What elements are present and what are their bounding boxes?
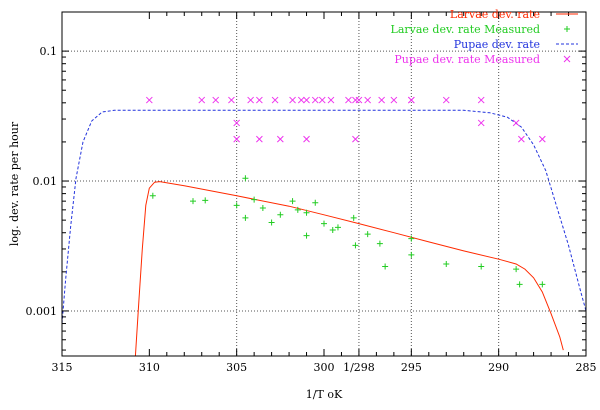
y-tick-label: 0.1 <box>40 45 58 58</box>
larvae-dev-rate-measured-point <box>329 226 336 233</box>
x-tick-label: 310 <box>139 361 160 374</box>
pupae-dev-rate-measured-point <box>442 96 450 104</box>
pupae-dev-rate-measured-point <box>228 96 235 104</box>
pupae-dev-rate-measured-point <box>198 96 206 104</box>
larvae-dev-rate-measured-point <box>303 209 310 216</box>
pupae-dev-rate-measured-point <box>256 96 263 104</box>
larvae-dev-rate-measured-point <box>352 242 359 249</box>
pupae-dev-rate-measured-point <box>327 96 335 104</box>
pupae-dev-rate-measured-point <box>311 96 319 104</box>
pupae-dev-rate-measured-point <box>303 96 310 104</box>
pupae-dev-rate-measured-point <box>276 135 284 143</box>
legend-label-pupae-dev-rate: Pupae dev. rate <box>454 38 540 51</box>
larvae-dev-rate-measured-point <box>376 240 383 247</box>
pupae-dev-rate-measured-point <box>247 96 254 104</box>
pupae-dev-rate-measured-point <box>212 96 220 104</box>
pupae-dev-rate-line <box>61 109 587 324</box>
larvae-dev-rate-measured-point <box>242 175 249 182</box>
pupae-dev-rate-measured-point <box>512 119 520 127</box>
larvae-dev-rate-measured-point <box>233 202 240 209</box>
larvae-dev-rate-measured-point <box>382 263 389 270</box>
pupae-dev-rate-measured-point <box>318 96 326 104</box>
grid-layer <box>62 12 586 356</box>
pupae-dev-rate-measured-point <box>518 135 525 143</box>
larvae-dev-rate-measured-point <box>478 263 485 270</box>
pupae-dev-rate-measured-point <box>256 135 263 143</box>
pupae-dev-rate-measured-point <box>233 135 241 143</box>
pupae-dev-rate-measured-point <box>477 96 485 104</box>
x-tick-label: 1/298 <box>343 361 375 374</box>
larvae-dev-rate-measured-point <box>408 251 415 258</box>
pupae-dev-rate-measured-point <box>364 96 372 104</box>
larvae-dev-rate-measured-point <box>513 266 520 273</box>
y-tick-label: 0.01 <box>33 175 58 188</box>
larvae-dev-rate-measured-point <box>443 260 450 267</box>
legend-swatch-pupae-dev-rate-measured <box>563 55 571 63</box>
y-axis-ticks: 0.1 0.01 0.001 <box>26 11 586 351</box>
larvae-dev-rate-measured-point <box>190 198 196 205</box>
legend-label-larvae-dev-rate: Larvae dev. rate <box>450 8 540 21</box>
x-tick-label: 290 <box>488 361 509 374</box>
pupae-dev-rate-measured-point <box>378 96 385 104</box>
pupae-dev-rate-measured-point <box>303 135 310 143</box>
plot-layer <box>61 96 587 357</box>
pupae-dev-rate-measured-point <box>352 135 359 143</box>
pupae-dev-rate-measured-point <box>145 96 153 104</box>
pupae-dev-rate-measured-point <box>390 96 398 104</box>
larvae-dev-rate-measured-point <box>251 196 258 203</box>
larvae-dev-rate-measured-point <box>149 192 156 199</box>
legend-label-larvae-dev-rate-measured: Larvae dev. rate Measured <box>391 23 540 36</box>
legend: Larvae dev. rate Larvae dev. rate Measure… <box>391 8 578 66</box>
larvae-dev-rate-measured-point <box>289 198 296 205</box>
larvae-dev-rate-measured-point <box>277 211 284 218</box>
larvae-dev-rate-measured-point <box>259 205 266 211</box>
x-axis-title: 1/T oK <box>306 388 343 401</box>
pupae-dev-rate-measured-point <box>355 96 363 104</box>
x-tick-label: 285 <box>576 361 597 374</box>
pupae-dev-rate-measured-point <box>297 96 305 104</box>
larvae-dev-rate-measured-point <box>202 197 209 204</box>
larvae-dev-rate-measured-point <box>312 199 319 206</box>
pupae-dev-rate-measured-point <box>233 119 241 127</box>
pupae-dev-rate-measured-point <box>538 135 546 143</box>
larvae-dev-rate-measured-point <box>334 224 341 231</box>
larvae-dev-rate-measured-point <box>539 281 546 288</box>
larvae-dev-rate-line <box>134 181 564 357</box>
y-tick-label: 0.001 <box>26 305 58 318</box>
axes-layer: 315 310 305 300 1/298 295 290 285 0.10.010.001 … <box>8 11 597 401</box>
x-tick-label: 315 <box>52 361 73 374</box>
larvae-dev-rate-measured-point <box>268 219 275 226</box>
larvae-dev-rate-measured-point <box>321 220 327 227</box>
pupae-dev-rate-measured-point <box>271 96 279 104</box>
larvae-dev-rate-measured-point <box>294 206 301 213</box>
pupae-dev-rate-measured-point <box>477 119 485 127</box>
legend-label-pupae-dev-rate-measured: Pupae dev. rate Measured <box>394 53 540 66</box>
x-tick-label: 295 <box>401 361 422 374</box>
larvae-dev-rate-measured-point <box>408 235 415 242</box>
legend-swatch-larvae-dev-rate-measured <box>564 26 570 32</box>
x-tick-label: 305 <box>226 361 247 374</box>
y-axis-title: log. dev. rate per hour <box>8 121 21 246</box>
larvae-dev-rate-measured-point <box>242 214 249 221</box>
larvae-dev-rate-measured-point <box>350 214 357 221</box>
x-axis-ticks: 315 310 305 300 1/298 295 290 285 <box>52 12 597 374</box>
pupae-dev-rate-measured-point <box>289 96 296 104</box>
larvae-dev-rate-measured-point <box>516 281 523 288</box>
larvae-dev-rate-measured-point <box>364 231 371 238</box>
larvae-dev-rate-measured-point <box>303 232 310 239</box>
x-tick-label: 300 <box>314 361 335 374</box>
pupae-dev-rate-measured-point <box>407 96 415 104</box>
pupae-dev-rate-measured-point <box>345 96 352 104</box>
